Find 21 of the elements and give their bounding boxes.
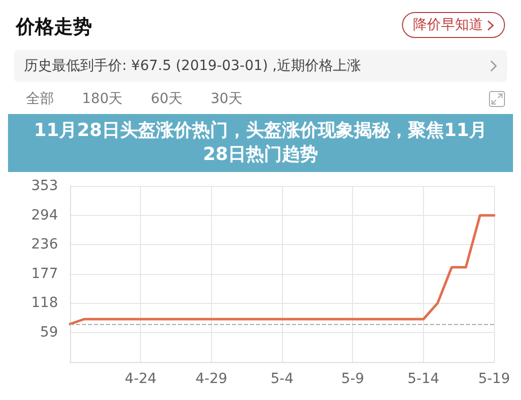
y-tick-label: 118	[31, 295, 58, 312]
text: 180天	[82, 90, 123, 108]
text: 30天	[210, 90, 242, 108]
text: 降价早知道	[413, 16, 483, 34]
y-tick-label: 236	[31, 236, 58, 252]
x-tick-label: 5-19	[478, 371, 510, 387]
y-tick-label: 177	[31, 266, 58, 282]
text: 历史最低到手价: ¥67.5 (2019-03-01) ,近期价格上涨	[24, 57, 361, 75]
x-tick-label: 5-9	[341, 371, 364, 387]
text: 全部	[26, 90, 54, 108]
text: 60天	[150, 90, 183, 108]
x-tick-label: 4-24	[124, 371, 157, 387]
chart-subtitle: 价格走势	[16, 15, 92, 40]
y-tick-label: 59	[40, 324, 58, 341]
x-tick-label: 5-4	[270, 371, 294, 387]
x-tick-label: 4-29	[195, 371, 228, 387]
chart-title: 11月28日头盔涨价热门，头盔涨价现象揭秘，聚焦11月28日热门趋势	[8, 114, 513, 172]
line-series	[68, 214, 496, 326]
x-tick-label: 5-14	[408, 371, 440, 387]
y-tick-label: 353	[31, 178, 58, 194]
y-tick-label: 294	[31, 207, 58, 224]
